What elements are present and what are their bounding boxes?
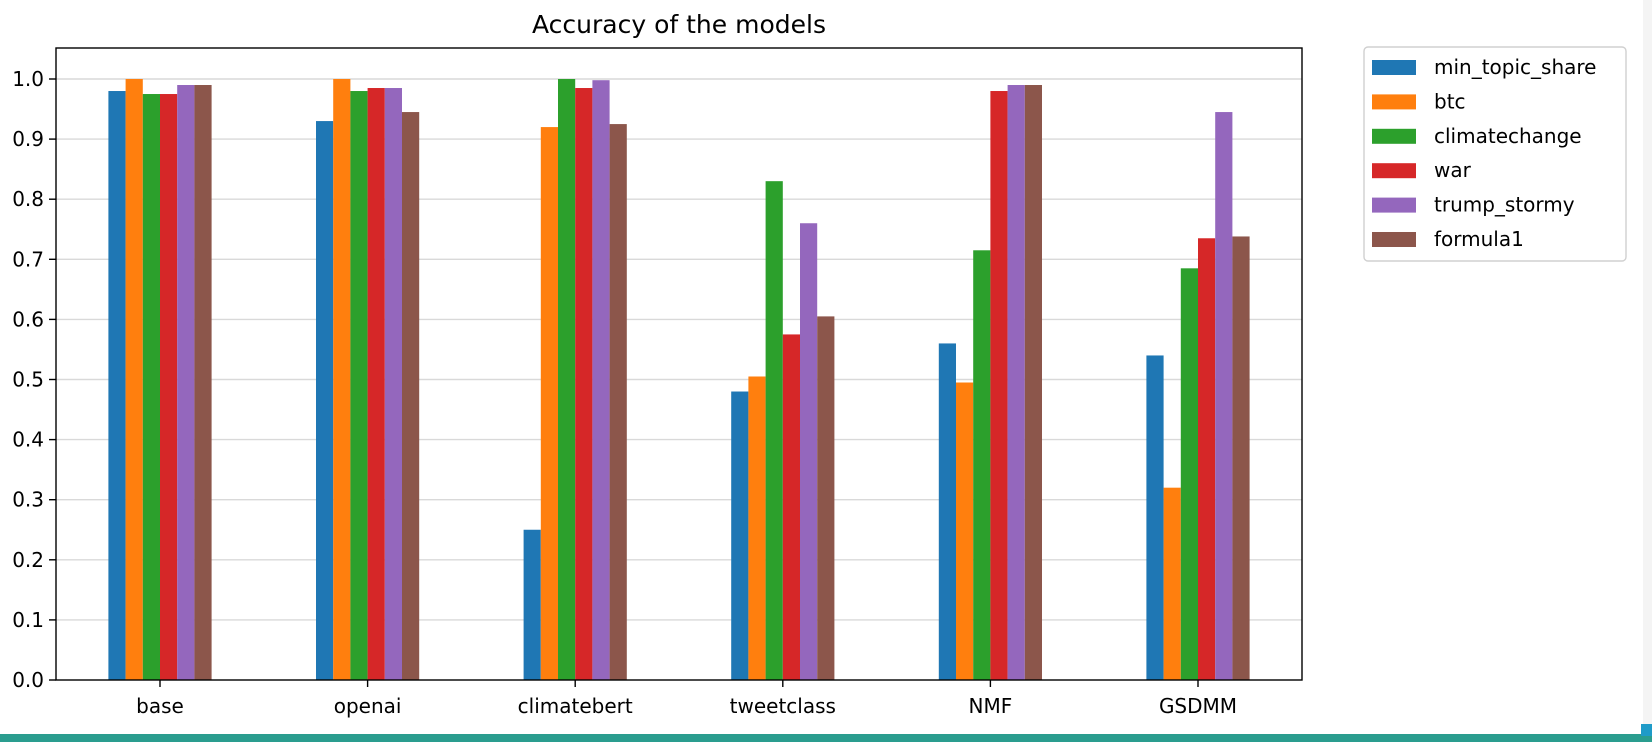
corner-marker bbox=[1641, 724, 1652, 736]
bar-climatechange-GSDMM bbox=[1180, 268, 1198, 680]
bar-climatechange-tweetclass bbox=[765, 181, 783, 681]
legend-label: formula1 bbox=[1434, 227, 1524, 251]
legend-swatch-btc bbox=[1372, 94, 1416, 110]
bar-min_topic_share-GSDMM bbox=[1146, 355, 1164, 680]
x-tick-label: NMF bbox=[969, 694, 1013, 718]
y-tick-label: 0.0 bbox=[12, 668, 44, 692]
legend-label: war bbox=[1434, 158, 1472, 182]
legend-label: btc bbox=[1434, 89, 1466, 113]
y-tick-label: 0.2 bbox=[12, 548, 44, 572]
bar-min_topic_share-NMF bbox=[938, 343, 956, 680]
bar-war-NMF bbox=[990, 91, 1008, 680]
legend-swatch-formula1 bbox=[1372, 232, 1416, 247]
bar-min_topic_share-openai bbox=[316, 121, 334, 680]
bar-btc-GSDMM bbox=[1163, 487, 1181, 680]
bar-formula1-openai bbox=[402, 112, 420, 681]
bar-trump_stormy-GSDMM bbox=[1215, 112, 1233, 681]
y-tick-label: 0.3 bbox=[12, 488, 44, 512]
legend-label: min_topic_share bbox=[1434, 55, 1596, 79]
y-tick-label: 0.9 bbox=[12, 127, 44, 151]
bar-climatechange-climatebert bbox=[558, 79, 576, 680]
bar-war-tweetclass bbox=[782, 334, 800, 680]
bar-btc-tweetclass bbox=[748, 376, 766, 680]
y-tick-label: 0.8 bbox=[12, 187, 44, 211]
bar-war-openai bbox=[367, 88, 385, 680]
y-tick-label: 0.4 bbox=[12, 428, 44, 452]
bar-btc-base bbox=[125, 79, 143, 680]
bar-btc-climatebert bbox=[540, 127, 558, 680]
y-tick-label: 0.7 bbox=[12, 247, 44, 271]
legend-swatch-climatechange bbox=[1372, 128, 1416, 144]
y-tick-label: 0.1 bbox=[12, 608, 44, 632]
legend-swatch-war bbox=[1372, 163, 1416, 179]
gridlines bbox=[56, 78, 1302, 621]
bar-war-GSDMM bbox=[1198, 238, 1216, 680]
x-tick-label: GSDMM bbox=[1159, 694, 1237, 718]
legend-label: climatechange bbox=[1434, 124, 1582, 148]
bar-climatechange-base bbox=[142, 94, 160, 680]
bar-btc-openai bbox=[333, 79, 351, 680]
window-edge bbox=[1643, 0, 1652, 742]
y-axis: 0.0 0.1 0.2 0.3 0.4 0.5 0.6 0.7 0.8 0.9 1.0 bbox=[12, 67, 56, 692]
bar-war-base bbox=[160, 94, 178, 680]
bottom-accent-band bbox=[0, 734, 1652, 742]
x-tick-label: tweetclass bbox=[730, 694, 836, 718]
bars bbox=[108, 79, 1250, 681]
legend-label: trump_stormy bbox=[1434, 193, 1575, 217]
bar-war-climatebert bbox=[575, 88, 593, 680]
bar-min_topic_share-climatebert bbox=[523, 529, 541, 680]
bar-climatechange-openai bbox=[350, 91, 368, 680]
x-tick-label: climatebert bbox=[518, 694, 633, 718]
x-tick-label: base bbox=[136, 694, 184, 718]
x-tick-label: openai bbox=[334, 694, 402, 718]
bar-trump_stormy-tweetclass bbox=[800, 223, 818, 681]
bar-formula1-NMF bbox=[1024, 85, 1042, 680]
bar-formula1-climatebert bbox=[609, 124, 627, 680]
bar-formula1-tweetclass bbox=[817, 316, 835, 680]
bar-trump_stormy-base bbox=[177, 85, 195, 680]
y-tick-label: 1.0 bbox=[12, 67, 44, 91]
bar-trump_stormy-NMF bbox=[1007, 85, 1025, 680]
y-tick-label: 0.6 bbox=[12, 307, 44, 331]
bar-formula1-GSDMM bbox=[1232, 236, 1250, 680]
bar-formula1-base bbox=[194, 85, 212, 680]
legend-box bbox=[1363, 46, 1627, 262]
x-axis: base openai climatebert tweetclass NMF GSDMM bbox=[136, 680, 1237, 718]
bar-min_topic_share-tweetclass bbox=[731, 391, 749, 680]
bar-min_topic_share-base bbox=[108, 91, 126, 680]
bar-climatechange-NMF bbox=[973, 250, 991, 680]
y-tick-label: 0.5 bbox=[12, 368, 44, 392]
plot-frame bbox=[55, 47, 1303, 681]
legend-swatch-trump_stormy bbox=[1372, 197, 1416, 213]
bar-trump_stormy-openai bbox=[384, 88, 402, 680]
bar-trump_stormy-climatebert bbox=[592, 80, 610, 680]
bar-btc-NMF bbox=[956, 382, 974, 680]
legend-swatch-min_topic_share bbox=[1372, 60, 1416, 75]
chart-title: Accuracy of the models bbox=[532, 10, 826, 39]
